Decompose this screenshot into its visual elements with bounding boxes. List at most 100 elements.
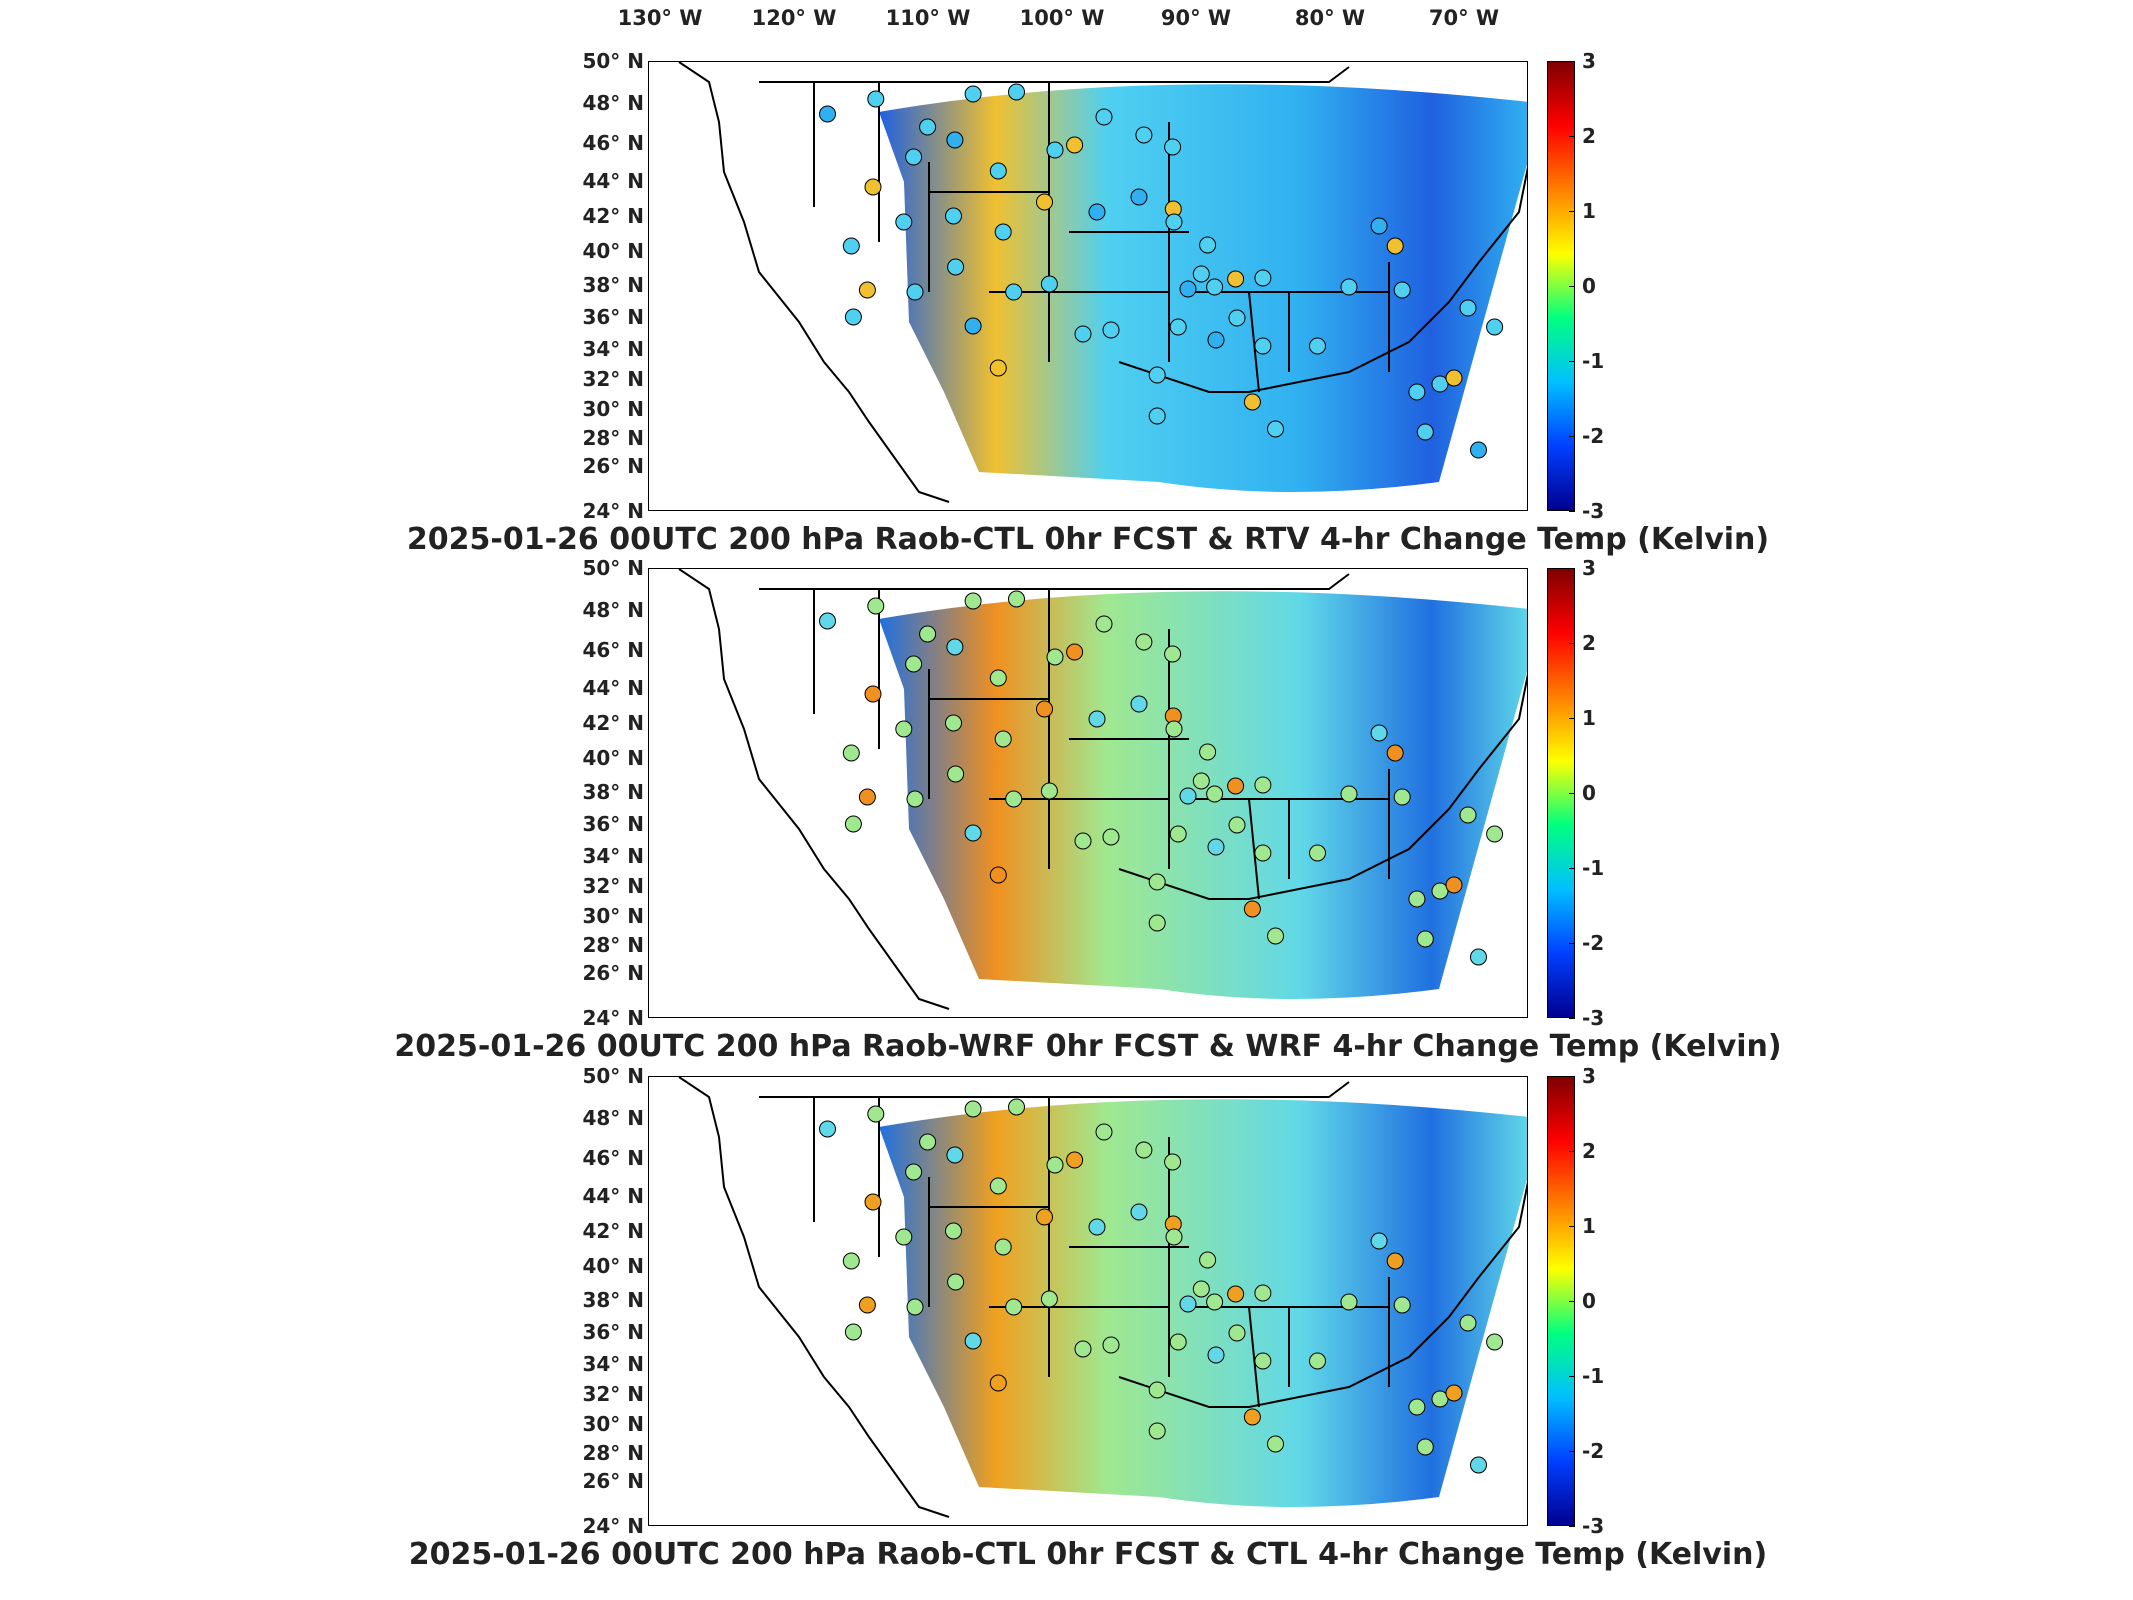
colorbar-tick-label: 0 (1582, 781, 1596, 805)
raob-station-marker (947, 1273, 965, 1291)
raob-station-marker (947, 258, 965, 276)
colorbar-tick (1569, 286, 1575, 287)
raob-station-marker (844, 1323, 862, 1341)
raob-station-marker (919, 1133, 937, 1151)
raob-station-marker (1040, 1290, 1058, 1308)
raob-station-marker (1254, 1284, 1272, 1302)
raob-station-marker (844, 308, 862, 326)
raob-station-marker (1386, 744, 1404, 762)
raob-station-marker (1340, 1293, 1358, 1311)
colorbar-tick (1569, 1526, 1575, 1527)
colorbar-tick-label: 1 (1582, 706, 1596, 730)
raob-station-marker (895, 213, 913, 231)
raob-station-marker (1165, 1228, 1183, 1246)
lat-label: 44° N (582, 676, 644, 700)
raob-station-marker (946, 638, 964, 656)
raob-station-marker (1135, 633, 1153, 651)
lat-label: 30° N (582, 397, 644, 421)
raob-station-marker (1130, 1203, 1148, 1221)
colorbar-tick (1569, 1076, 1575, 1077)
colorbar-tick-label: -2 (1582, 424, 1605, 448)
lat-label: 24° N (582, 1514, 644, 1538)
raob-station-marker (1206, 1293, 1224, 1311)
raob-station-marker (1102, 828, 1120, 846)
raob-station-marker (1206, 785, 1224, 803)
raob-station-marker (1005, 790, 1023, 808)
raob-station-marker (1207, 1346, 1225, 1364)
map-frame (648, 61, 1528, 511)
raob-station-marker (1206, 278, 1224, 296)
lat-label: 34° N (582, 1352, 644, 1376)
colorbar-tick-label: -1 (1582, 856, 1605, 880)
raob-station-marker (1008, 83, 1025, 101)
raob-station-marker (945, 207, 962, 225)
raob-station-marker (1228, 309, 1246, 327)
colorbar-tick-label: 2 (1582, 1139, 1596, 1163)
raob-station-marker (1408, 1398, 1426, 1416)
colorbar-tick (1569, 1451, 1575, 1452)
state-boundaries (678, 569, 1527, 1010)
colorbar-tick-label: 3 (1582, 556, 1596, 580)
lat-label: 28° N (582, 426, 644, 450)
temperature-change-map (678, 62, 1527, 503)
lon-label: 120° W (751, 6, 837, 30)
raob-station-marker (819, 612, 836, 630)
lat-label: 24° N (582, 499, 644, 523)
raob-station-marker (1254, 1352, 1272, 1370)
lon-label: 90° W (1160, 6, 1232, 30)
raob-station-marker (1254, 269, 1272, 287)
raob-station-marker (1267, 420, 1284, 438)
colorbar-tick (1569, 1151, 1575, 1152)
raob-station-marker (945, 714, 962, 732)
raob-station-marker (1370, 217, 1388, 235)
lat-label: 36° N (582, 305, 644, 329)
colorbar-tick-label: 0 (1582, 1289, 1596, 1313)
raob-station-marker (905, 148, 923, 166)
raob-station-marker (1046, 648, 1064, 666)
raob-station-marker (1393, 281, 1411, 299)
lat-label: 26° N (582, 961, 644, 985)
raob-station-marker (1008, 590, 1025, 608)
raob-station-marker (1192, 265, 1210, 283)
raob-station-marker (1470, 1456, 1487, 1474)
state-boundaries (678, 62, 1527, 503)
raob-station-marker (1165, 213, 1183, 231)
panel-title: 2025-01-26 00UTC 200 hPa Raob-CTL 0hr FC… (406, 522, 1770, 557)
panel-title: 2025-01-26 00UTC 200 hPa Raob-CTL 0hr FC… (408, 1537, 1768, 1572)
raob-station-marker (1074, 1340, 1092, 1358)
raob-station-marker (1148, 914, 1166, 932)
raob-station-marker (1088, 710, 1106, 728)
raob-station-marker (919, 625, 937, 643)
raob-station-marker (1036, 193, 1053, 211)
lat-label: 48° N (582, 1106, 644, 1130)
map-panel-2: 2025-01-26 00UTC 200 hPa Raob-WRF 0hr FC… (394, 568, 1782, 1064)
temperature-change-map (678, 1077, 1527, 1518)
raob-station-marker (1459, 1314, 1477, 1332)
raob-station-marker (1370, 724, 1388, 742)
raob-station-marker (1164, 138, 1182, 156)
raob-station-marker (1254, 776, 1272, 794)
raob-station-marker (1228, 1324, 1246, 1342)
raob-station-marker (1179, 787, 1197, 805)
lat-label: 42° N (582, 711, 644, 735)
raob-station-marker (1148, 1422, 1166, 1440)
lon-label: 130° W (617, 6, 703, 30)
colorbar-tick-label: -3 (1582, 499, 1605, 523)
lat-label: 46° N (582, 131, 644, 155)
raob-station-marker (1445, 876, 1463, 894)
raob-station-marker (964, 1332, 982, 1350)
raob-station-marker (1416, 930, 1434, 948)
raob-station-marker (1102, 321, 1120, 339)
lat-label: 40° N (582, 239, 644, 263)
raob-station-marker (989, 866, 1007, 884)
raob-station-marker (945, 1222, 962, 1240)
raob-station-marker (1386, 237, 1404, 255)
colorbar-tick (1569, 511, 1575, 512)
colorbar-tick-label: -2 (1582, 931, 1605, 955)
raob-station-marker (964, 824, 982, 842)
colorbar-tick (1569, 211, 1575, 212)
colorbar-tick (1569, 643, 1575, 644)
lat-label: 30° N (582, 904, 644, 928)
raob-station-marker (1228, 816, 1246, 834)
raob-station-marker (1445, 369, 1463, 387)
